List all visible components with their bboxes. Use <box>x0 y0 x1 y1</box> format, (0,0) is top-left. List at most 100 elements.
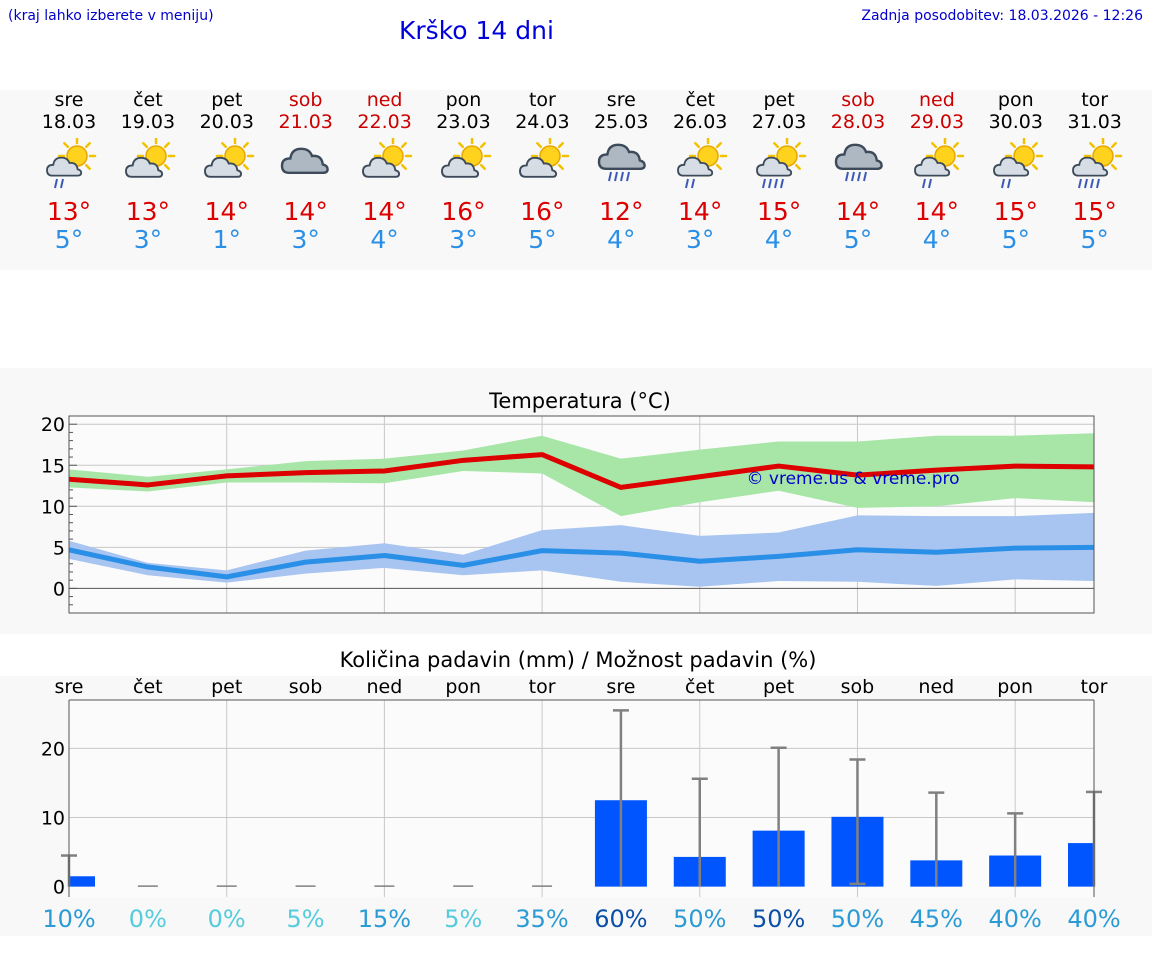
category-label: čet <box>685 676 715 698</box>
day-date: 30.03 <box>988 111 1043 133</box>
day-date: 21.03 <box>278 111 333 133</box>
y-tick-label: 15 <box>41 455 65 477</box>
max-temperature: 13° <box>125 197 171 226</box>
sun-cloud-rain-icon <box>990 136 1046 194</box>
precipitation-chart: Količina padavin (mm) / Možnost padavin … <box>41 648 1121 933</box>
sun-cloud-icon <box>359 136 415 194</box>
precipitation-probability: 0% <box>208 905 246 933</box>
day-name: sob <box>288 89 323 111</box>
precipitation-bar <box>69 876 95 887</box>
precipitation-probability: 10% <box>42 905 95 933</box>
category-label: sob <box>841 676 875 698</box>
category-label: sob <box>289 676 323 698</box>
day-date: 24.03 <box>515 111 570 133</box>
y-tick-label: 20 <box>41 414 65 436</box>
watermark: © vreme.us & vreme.pro <box>746 469 959 489</box>
precipitation-probability: 40% <box>988 905 1041 933</box>
y-tick-label: 0 <box>53 877 65 899</box>
min-temperature: 4° <box>607 225 636 254</box>
precipitation-probability: 50% <box>831 905 884 933</box>
day-date: 22.03 <box>357 111 412 133</box>
precipitation-title: Količina padavin (mm) / Možnost padavin … <box>340 648 817 672</box>
min-temperature: 1° <box>212 225 241 254</box>
day-date: 19.03 <box>120 111 176 133</box>
precipitation-bar <box>1068 843 1094 887</box>
y-tick-label: 0 <box>53 578 65 600</box>
sun-cloud-icon <box>122 136 178 194</box>
max-temperature: 14° <box>283 197 328 226</box>
min-temperature-line <box>68 544 1095 580</box>
sun-cloud-heavy-rain-icon <box>1069 136 1125 194</box>
precipitation-probability: 45% <box>910 905 963 933</box>
precipitation-probability: 40% <box>1067 905 1120 933</box>
category-label: pon <box>997 676 1033 698</box>
category-label: čet <box>133 676 163 698</box>
day-date: 20.03 <box>199 111 254 133</box>
category-label: sre <box>606 676 635 698</box>
day-date: 18.03 <box>41 111 97 133</box>
max-temperature: 14° <box>362 197 407 226</box>
sun-cloud-icon <box>438 136 494 194</box>
sun-cloud-heavy-rain-icon <box>753 136 809 194</box>
cloud-heavy-rain-icon <box>832 138 888 194</box>
category-label: sre <box>55 676 84 698</box>
precipitation-probability: 60% <box>594 905 647 933</box>
temperature-chart: Temperatura (°C) 0 5 10 15 20 © vreme.us & vre… <box>41 389 1095 614</box>
category-label: pet <box>763 676 794 698</box>
max-temperature: 13° <box>46 197 92 226</box>
day-name: sre <box>54 89 84 111</box>
min-temperature: 4° <box>922 225 952 254</box>
page-title: Krško 14 dni <box>399 16 554 45</box>
max-temperature-range <box>69 433 1094 517</box>
min-temperature: 5° <box>1001 225 1030 254</box>
day-date: 25.03 <box>594 111 649 133</box>
min-temperature: 3° <box>133 225 163 254</box>
sun-cloud-rain-icon <box>43 136 99 194</box>
sun-cloud-icon <box>201 136 257 194</box>
max-temperature: 14° <box>914 197 960 226</box>
max-temperature: 14° <box>678 197 723 226</box>
min-temperature: 4° <box>370 225 399 254</box>
precipitation-probability: 35% <box>515 905 568 933</box>
day-name: pet <box>211 89 243 111</box>
day-date: 26.03 <box>672 111 728 133</box>
max-temperature: 14° <box>835 197 881 226</box>
max-temperature: 15° <box>756 197 802 226</box>
day-name: sob <box>841 89 875 111</box>
min-temperature: 5° <box>1080 225 1109 254</box>
day-name: tor <box>1081 89 1109 111</box>
min-temperature: 3° <box>685 225 715 254</box>
day-name: pet <box>763 89 795 111</box>
category-label: ned <box>366 676 402 698</box>
cloudy-icon <box>280 138 336 194</box>
day-name: tor <box>528 89 556 111</box>
max-temperature: 12° <box>599 197 644 226</box>
category-label: tor <box>1081 676 1108 698</box>
min-temperature: 3° <box>449 225 478 254</box>
day-name: ned <box>918 89 955 111</box>
day-date: 23.03 <box>436 111 491 133</box>
max-temperature: 16° <box>441 197 486 226</box>
y-tick-label: 10 <box>41 808 65 830</box>
category-label: pet <box>211 676 242 698</box>
precipitation-probability: 50% <box>673 905 726 933</box>
max-temperature: 16° <box>520 197 565 226</box>
sun-cloud-rain-icon <box>674 136 730 194</box>
y-tick-label: 20 <box>41 738 65 760</box>
min-temperature: 5° <box>528 225 557 254</box>
day-name: čet <box>133 89 163 111</box>
day-name: čet <box>685 89 715 111</box>
sun-cloud-rain-icon <box>911 136 967 194</box>
forecast-strip <box>0 90 1152 270</box>
day-date: 29.03 <box>909 111 965 133</box>
precipitation-probability: 0% <box>129 905 167 933</box>
max-temperature: 15° <box>993 197 1038 226</box>
min-temperature: 4° <box>764 225 794 254</box>
day-name: sre <box>606 89 636 111</box>
day-date: 27.03 <box>751 111 807 133</box>
sun-cloud-icon <box>516 136 572 194</box>
max-temperature: 15° <box>1072 197 1117 226</box>
category-label: ned <box>918 676 954 698</box>
precipitation-probability: 50% <box>752 905 805 933</box>
precipitation-probability: 5% <box>286 905 324 933</box>
